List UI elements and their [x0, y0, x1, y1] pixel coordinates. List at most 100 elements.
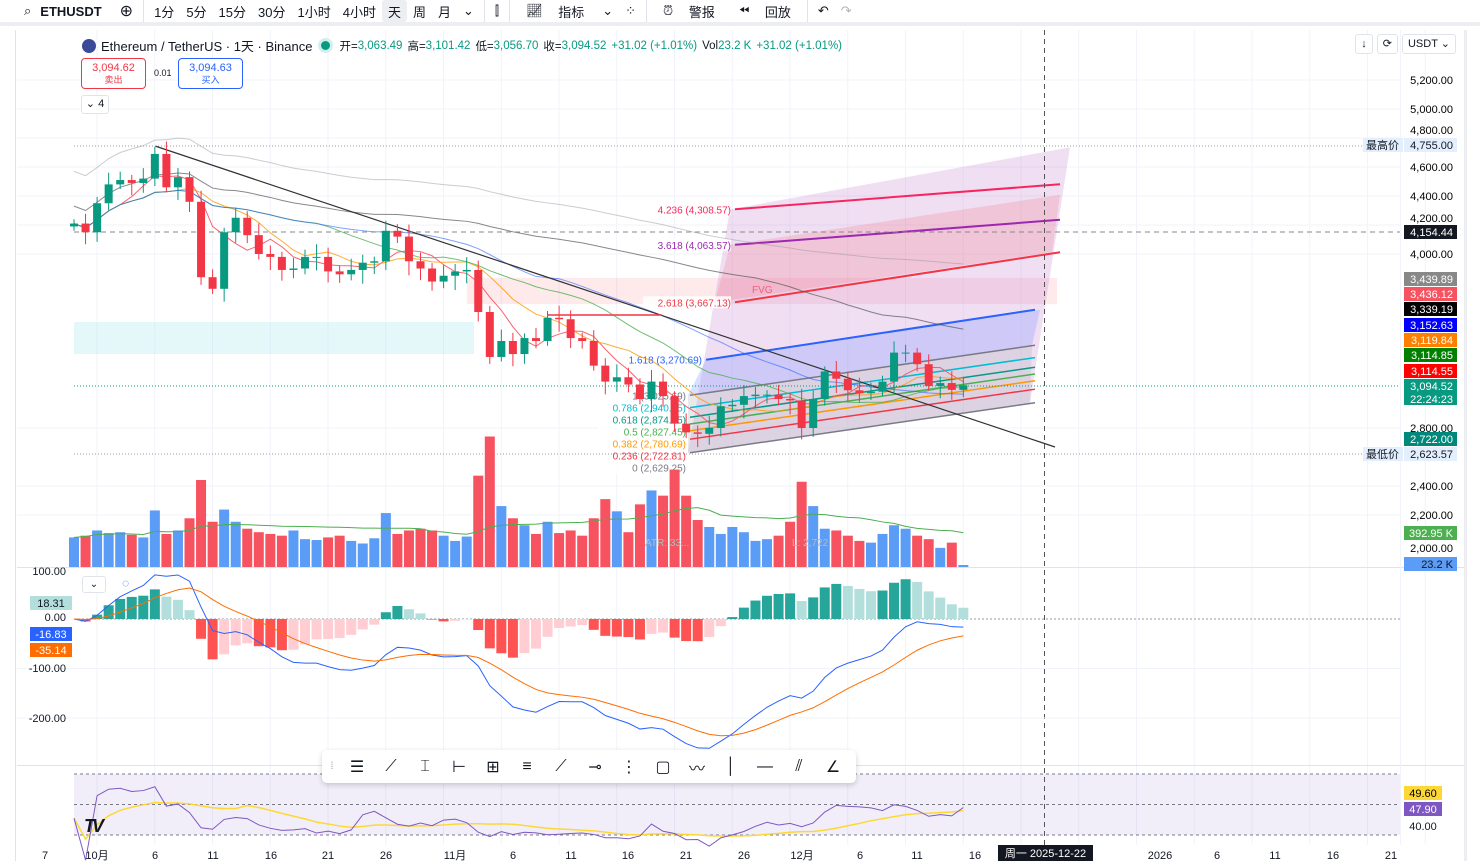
candle-body [705, 428, 713, 434]
refresh-icon[interactable]: ⟳ [1377, 34, 1398, 54]
candle-body [301, 257, 309, 269]
price-tag-value: 2,623.57 [1410, 449, 1453, 461]
price-axis-label: 5,200.00 [1410, 75, 1453, 87]
candle-body [532, 338, 540, 341]
volume-bar [81, 536, 91, 567]
volume-bar [739, 532, 749, 567]
macd-value-text: 18.31 [37, 598, 65, 610]
candle-body [336, 271, 344, 274]
candle-body [544, 318, 552, 341]
volume-bar [462, 537, 472, 567]
volume-bar [208, 522, 218, 567]
drag-handle-icon[interactable]: ⁞ [328, 761, 336, 772]
volume-bar [450, 541, 460, 567]
volume-bar [300, 539, 310, 567]
volume-bar [947, 543, 957, 567]
macd-histogram-bar [323, 619, 333, 639]
macd-histogram-bar [369, 619, 379, 625]
volume-bar [797, 482, 807, 567]
candle-body [740, 396, 748, 405]
macd-histogram-bar [173, 600, 183, 619]
volume-bar [831, 530, 841, 567]
candle-body [428, 269, 436, 282]
volume-bar [185, 518, 195, 567]
tradingview-logo: TV [84, 816, 101, 837]
macd-histogram-bar [843, 586, 853, 619]
macd-histogram-bar [577, 619, 587, 625]
horizontal-ray-icon[interactable]: ⊸ [582, 757, 608, 777]
currency-select[interactable]: USDT ⌄ [1402, 34, 1456, 54]
date-price-range-icon[interactable]: ⊞ [480, 757, 506, 777]
arrow-down-icon[interactable]: ↓ [1355, 34, 1373, 54]
price-tag-value: 3,114.85 [1411, 350, 1453, 362]
time-axis-label: 21 [1385, 850, 1397, 861]
fib-retracement-icon[interactable]: ☰ [344, 757, 370, 777]
price-tag-value: 4,154.44 [1410, 227, 1453, 239]
candle-body [417, 261, 425, 268]
collapse-indicators-button[interactable]: ⌄ 4 [81, 95, 109, 114]
time-axis-label: 11月 [444, 850, 466, 861]
candle-body [463, 270, 471, 271]
time-axis-label: 6 [1214, 850, 1220, 861]
rsi-value: 47.90 [1409, 804, 1437, 816]
pitchfork-icon[interactable]: ⫽ [786, 758, 812, 776]
parallel-lines-icon[interactable]: ≡ [514, 758, 540, 776]
price-tag-value: 23.2 K [1421, 559, 1453, 571]
volume-bar [335, 536, 345, 567]
volume-bar [161, 534, 171, 567]
volume-bar [127, 535, 137, 567]
volume-bar [924, 539, 934, 567]
symbol-title[interactable]: Ethereum / TetherUS · 1天 · Binance [101, 36, 312, 55]
volume-bar [277, 536, 287, 567]
candle-body [913, 353, 921, 365]
market-open-indicator [321, 41, 330, 50]
volume-bar [843, 536, 853, 567]
volume-bar [219, 510, 229, 567]
candle-body [567, 319, 575, 338]
candle-body [82, 224, 90, 233]
volume-bar [404, 530, 414, 567]
macd-histogram-bar [404, 609, 414, 619]
rectangle-icon[interactable]: ▢ [650, 757, 676, 777]
candle-body [694, 432, 702, 433]
volume-bar [670, 470, 680, 567]
ray-icon[interactable]: ⟋ [548, 758, 574, 776]
volume-bar [531, 534, 541, 567]
chart-legend: Ethereum / TetherUS · 1天 · Binance 开=3,0… [82, 36, 842, 55]
volume-bar [901, 529, 911, 567]
rsi-ma-value: 49.60 [1409, 788, 1437, 800]
horizontal-range-icon[interactable]: ⊢ [446, 757, 472, 777]
candle-body [682, 424, 690, 433]
macd-histogram-bar [519, 619, 529, 653]
macd-axis-label: -200.00 [29, 713, 66, 725]
macd-histogram-bar [693, 619, 703, 641]
macd-collapse-button[interactable]: ⌄ [82, 576, 106, 593]
angle-icon[interactable]: ∠ [820, 757, 846, 777]
horizontal-line-icon[interactable]: — [752, 758, 778, 776]
candle-body [624, 377, 632, 384]
macd-histogram-bar [150, 589, 160, 619]
ethereum-logo-icon [82, 39, 96, 53]
channel-icon[interactable]: ⋮ [616, 757, 642, 777]
price-tag-value: 3,436.12 [1410, 289, 1453, 301]
vertical-range-icon[interactable]: ⌶ [412, 758, 438, 776]
macd-histogram-bar [924, 591, 934, 619]
macd-histogram-bar [774, 594, 784, 619]
path-icon[interactable]: 〰 [684, 755, 710, 779]
macd-value-text: -16.83 [35, 629, 66, 641]
candle-body [209, 277, 217, 289]
macd-histogram-bar [820, 587, 830, 619]
trend-line-icon[interactable]: ⟋ [378, 758, 404, 776]
volume-bar [519, 525, 529, 567]
candle-body [186, 177, 194, 202]
vertical-line-icon[interactable]: │ [718, 758, 744, 776]
macd-histogram-bar [785, 593, 795, 619]
macd-histogram-bar [739, 608, 749, 619]
macd-histogram-bar [623, 619, 633, 637]
volume-bar [104, 533, 114, 567]
candle-body [128, 180, 136, 183]
candle-body [809, 399, 817, 428]
